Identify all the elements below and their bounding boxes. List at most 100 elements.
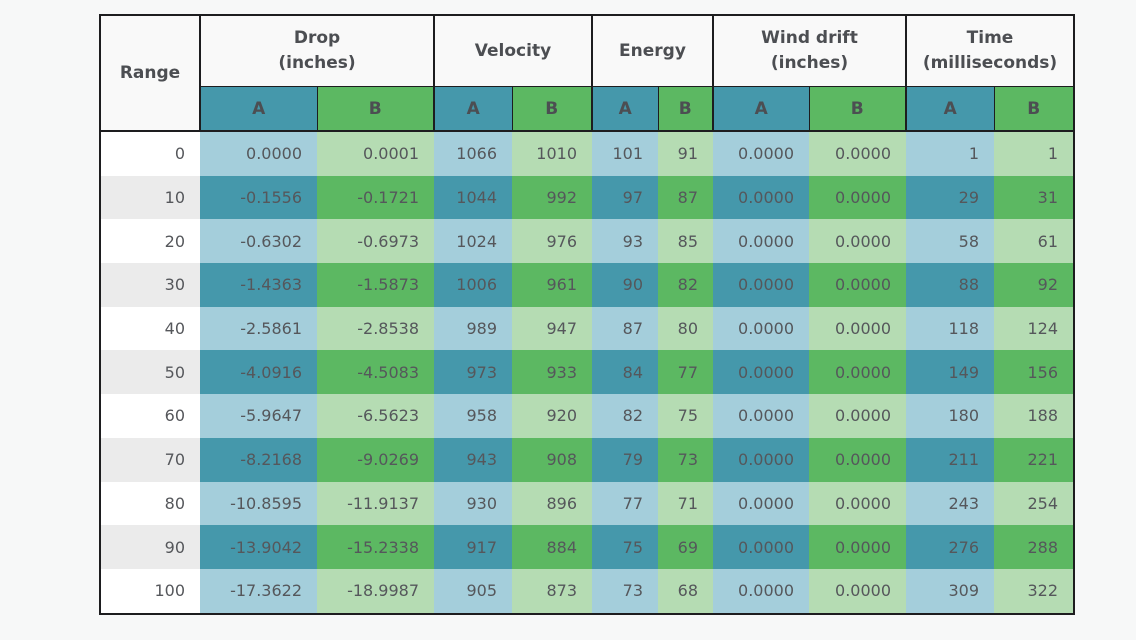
drop-b-cell: -11.9137 bbox=[317, 481, 434, 526]
wind-drift-b-cell: 0.0000 bbox=[809, 306, 906, 351]
table-row: 10 -0.1556 -0.1721 1044 992 97 87 0.0000 0.0000 2… bbox=[100, 175, 1074, 220]
velocity-a-cell: 973 bbox=[434, 350, 512, 395]
energy-b-cell: 73 bbox=[658, 437, 713, 482]
drop-a-cell: -4.0916 bbox=[200, 350, 317, 395]
drop-b-cell: -2.8538 bbox=[317, 306, 434, 351]
range-cell: 10 bbox=[100, 175, 200, 220]
velocity-b-cell: 976 bbox=[512, 219, 592, 264]
drop-a-cell: -13.9042 bbox=[200, 525, 317, 569]
velocity-a-cell: 943 bbox=[434, 437, 512, 482]
header-group-row: Range Drop (inches) Velocity Energy Wind… bbox=[99, 14, 1075, 132]
wind-drift-a-cell: 0.0000 bbox=[713, 481, 809, 526]
velocity-a-cell: 917 bbox=[434, 525, 512, 569]
subheader-drop-b: B bbox=[316, 86, 435, 132]
col-header-wind-drift: Wind drift (inches) bbox=[712, 14, 907, 87]
time-a-cell: 276 bbox=[906, 525, 994, 569]
table-row: 50 -4.0916 -4.5083 973 933 84 77 0.0000 0.0000 14… bbox=[100, 350, 1074, 395]
col-header-energy: Energy bbox=[591, 14, 714, 87]
wind-drift-a-cell: 0.0000 bbox=[713, 263, 809, 307]
time-a-cell: 88 bbox=[906, 263, 994, 307]
drop-b-cell: -1.5873 bbox=[317, 263, 434, 307]
time-a-cell: 58 bbox=[906, 219, 994, 264]
drop-b-cell: 0.0001 bbox=[317, 131, 434, 176]
wind-drift-b-cell: 0.0000 bbox=[809, 394, 906, 438]
range-cell: 30 bbox=[100, 263, 200, 307]
range-cell: 100 bbox=[100, 568, 200, 614]
velocity-b-cell: 920 bbox=[512, 394, 592, 438]
energy-a-cell: 87 bbox=[592, 306, 658, 351]
table-header: Range Drop (inches) Velocity Energy Wind… bbox=[99, 14, 1075, 132]
wind-drift-b-cell: 0.0000 bbox=[809, 219, 906, 264]
time-a-cell: 118 bbox=[906, 306, 994, 351]
drop-a-cell: -5.9647 bbox=[200, 394, 317, 438]
drop-a-cell: -10.8595 bbox=[200, 481, 317, 526]
time-a-cell: 211 bbox=[906, 437, 994, 482]
subheader-velocity-a: A bbox=[433, 86, 513, 132]
velocity-a-cell: 1044 bbox=[434, 175, 512, 220]
subheader-energy-a: A bbox=[591, 86, 659, 132]
table-row: 40 -2.5861 -2.8538 989 947 87 80 0.0000 0.0000 11… bbox=[100, 306, 1074, 351]
drop-a-cell: -0.6302 bbox=[200, 219, 317, 264]
wind-drift-a-cell: 0.0000 bbox=[713, 394, 809, 438]
wind-drift-b-cell: 0.0000 bbox=[809, 525, 906, 569]
table-row: 0 0.0000 0.0001 1066 1010 101 91 0.0000 0.0000 1 1 bbox=[100, 131, 1074, 176]
velocity-a-cell: 958 bbox=[434, 394, 512, 438]
energy-a-cell: 90 bbox=[592, 263, 658, 307]
wind-drift-b-cell: 0.0000 bbox=[809, 131, 906, 176]
table-row: 90 -13.9042 -15.2338 917 884 75 69 0.0000 0.0000… bbox=[100, 525, 1074, 569]
time-b-cell: 188 bbox=[994, 394, 1074, 438]
time-a-cell: 29 bbox=[906, 175, 994, 220]
drop-b-cell: -4.5083 bbox=[317, 350, 434, 395]
time-b-cell: 156 bbox=[994, 350, 1074, 395]
energy-a-cell: 75 bbox=[592, 525, 658, 569]
time-a-cell: 243 bbox=[906, 481, 994, 526]
wind-drift-a-cell: 0.0000 bbox=[713, 568, 809, 614]
velocity-b-cell: 884 bbox=[512, 525, 592, 569]
time-a-cell: 1 bbox=[906, 131, 994, 176]
time-b-cell: 221 bbox=[994, 437, 1074, 482]
wind-drift-a-cell: 0.0000 bbox=[713, 306, 809, 351]
range-cell: 40 bbox=[100, 306, 200, 351]
drop-a-cell: -17.3622 bbox=[200, 568, 317, 614]
wind-drift-a-cell: 0.0000 bbox=[713, 219, 809, 264]
drop-a-cell: -8.2168 bbox=[200, 437, 317, 482]
range-cell: 20 bbox=[100, 219, 200, 264]
time-a-cell: 180 bbox=[906, 394, 994, 438]
time-b-cell: 322 bbox=[994, 568, 1074, 614]
drop-b-cell: -0.6973 bbox=[317, 219, 434, 264]
drop-b-cell: -6.5623 bbox=[317, 394, 434, 438]
subheader-time-a: A bbox=[905, 86, 995, 132]
drop-b-cell: -0.1721 bbox=[317, 175, 434, 220]
header-sub-row: A B A B A B A B A B bbox=[100, 86, 1075, 132]
time-b-cell: 124 bbox=[994, 306, 1074, 351]
velocity-b-cell: 896 bbox=[512, 481, 592, 526]
energy-b-cell: 77 bbox=[658, 350, 713, 395]
energy-b-cell: 69 bbox=[658, 525, 713, 569]
energy-a-cell: 82 bbox=[592, 394, 658, 438]
subheader-velocity-b: B bbox=[511, 86, 593, 132]
table-row: 60 -5.9647 -6.5623 958 920 82 75 0.0000 0.0000 18… bbox=[100, 394, 1074, 438]
subheader-wind-drift-a: A bbox=[712, 86, 810, 132]
table-row: 70 -8.2168 -9.0269 943 908 79 73 0.0000 0.0000 21… bbox=[100, 437, 1074, 482]
table-row: 20 -0.6302 -0.6973 1024 976 93 85 0.0000 0.0000 5… bbox=[100, 219, 1074, 264]
drop-a-cell: -1.4363 bbox=[200, 263, 317, 307]
drop-a-cell: 0.0000 bbox=[200, 131, 317, 176]
velocity-a-cell: 1006 bbox=[434, 263, 512, 307]
time-b-cell: 254 bbox=[994, 481, 1074, 526]
time-a-cell: 149 bbox=[906, 350, 994, 395]
velocity-a-cell: 989 bbox=[434, 306, 512, 351]
velocity-b-cell: 908 bbox=[512, 437, 592, 482]
drop-b-cell: -9.0269 bbox=[317, 437, 434, 482]
wind-drift-a-cell: 0.0000 bbox=[713, 131, 809, 176]
time-b-cell: 61 bbox=[994, 219, 1074, 264]
range-cell: 70 bbox=[100, 437, 200, 482]
data-table: Range Drop (inches) Velocity Energy Wind… bbox=[99, 14, 1075, 615]
col-header-time: Time (milliseconds) bbox=[905, 14, 1075, 87]
energy-a-cell: 101 bbox=[592, 131, 658, 176]
wind-drift-b-cell: 0.0000 bbox=[809, 568, 906, 614]
drop-a-cell: -0.1556 bbox=[200, 175, 317, 220]
velocity-b-cell: 961 bbox=[512, 263, 592, 307]
drop-b-cell: -18.9987 bbox=[317, 568, 434, 614]
velocity-b-cell: 933 bbox=[512, 350, 592, 395]
time-b-cell: 288 bbox=[994, 525, 1074, 569]
